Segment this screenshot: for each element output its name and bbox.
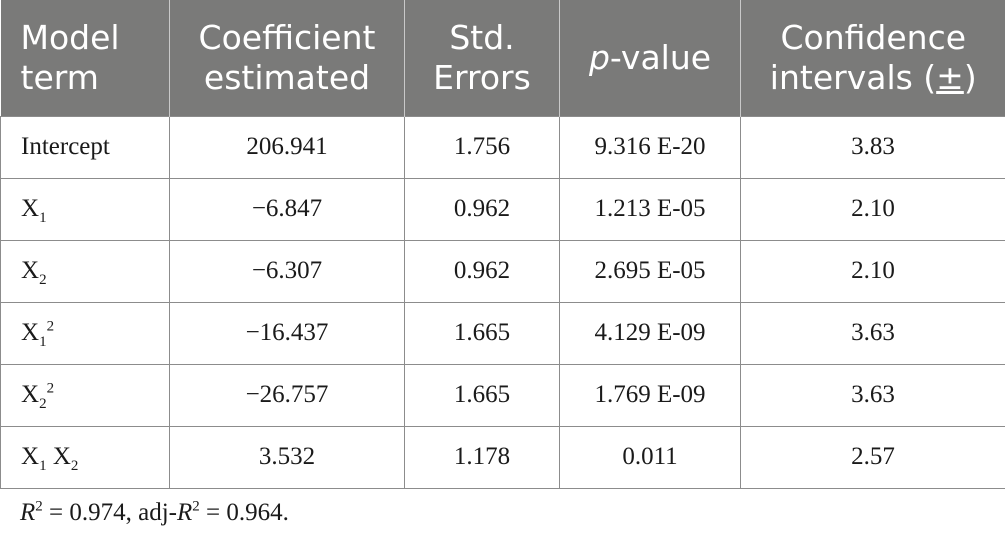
cell-confidence-interval: 3.83 bbox=[740, 115, 1005, 179]
cell-std-error: 1.756 bbox=[404, 115, 560, 179]
cell-confidence-interval: 2.57 bbox=[740, 425, 1005, 489]
header-model-term: Model term bbox=[0, 0, 170, 116]
cell-model-term: X12 bbox=[0, 301, 170, 365]
cell-model-term: X1 bbox=[0, 177, 170, 241]
cell-coefficient: 206.941 bbox=[169, 115, 405, 179]
cell-confidence-interval: 3.63 bbox=[740, 363, 1005, 427]
cell-std-error: 1.665 bbox=[404, 301, 560, 365]
table-header: Model term Coefficient estimated Std. Error… bbox=[0, 0, 1005, 116]
cell-coefficient: −16.437 bbox=[169, 301, 405, 365]
footnote-r-squared: R2 = 0.974, adj-R2 = 0.964. bbox=[20, 498, 289, 526]
table-body: Intercept 206.941 1.756 9.316 E-20 3.83 X1 −6.… bbox=[0, 115, 1005, 489]
header-row: Model term Coefficient estimated Std. Error… bbox=[0, 0, 1005, 116]
cell-p-value: 1.769 E-09 bbox=[559, 363, 741, 427]
cell-p-value: 0.011 bbox=[559, 425, 741, 489]
table-row: X1 X2 3.532 1.178 0.011 2.57 bbox=[0, 425, 1005, 489]
cell-coefficient: −6.847 bbox=[169, 177, 405, 241]
table-row: Intercept 206.941 1.756 9.316 E-20 3.83 bbox=[0, 115, 1005, 179]
cell-model-term: X2 bbox=[0, 239, 170, 303]
cell-model-term: Intercept bbox=[0, 115, 170, 179]
cell-p-value: 2.695 E-05 bbox=[559, 239, 741, 303]
table-row: X1 −6.847 0.962 1.213 E-05 2.10 bbox=[0, 177, 1005, 241]
cell-confidence-interval: 2.10 bbox=[740, 239, 1005, 303]
table-row: X12 −16.437 1.665 4.129 E-09 3.63 bbox=[0, 301, 1005, 365]
cell-std-error: 0.962 bbox=[404, 239, 560, 303]
cell-model-term: X22 bbox=[0, 363, 170, 427]
cell-model-term: X1 X2 bbox=[0, 425, 170, 489]
cell-confidence-interval: 3.63 bbox=[740, 301, 1005, 365]
regression-coefficients-table: Model term Coefficient estimated Std. Error… bbox=[0, 0, 1005, 489]
cell-std-error: 1.178 bbox=[404, 425, 560, 489]
cell-coefficient: −6.307 bbox=[169, 239, 405, 303]
table-row: X22 −26.757 1.665 1.769 E-09 3.63 bbox=[0, 363, 1005, 427]
cell-p-value: 1.213 E-05 bbox=[559, 177, 741, 241]
cell-coefficient: −26.757 bbox=[169, 363, 405, 427]
cell-p-value: 4.129 E-09 bbox=[559, 301, 741, 365]
header-confidence-intervals: Confidence intervals (±) bbox=[740, 0, 1005, 116]
cell-std-error: 1.665 bbox=[404, 363, 560, 427]
header-std-errors: Std. Errors bbox=[404, 0, 560, 116]
cell-p-value: 9.316 E-20 bbox=[559, 115, 741, 179]
header-p-value: p-value bbox=[559, 0, 741, 116]
cell-std-error: 0.962 bbox=[404, 177, 560, 241]
table-row: X2 −6.307 0.962 2.695 E-05 2.10 bbox=[0, 239, 1005, 303]
cell-coefficient: 3.532 bbox=[169, 425, 405, 489]
cell-confidence-interval: 2.10 bbox=[740, 177, 1005, 241]
header-coefficient: Coefficient estimated bbox=[169, 0, 405, 116]
